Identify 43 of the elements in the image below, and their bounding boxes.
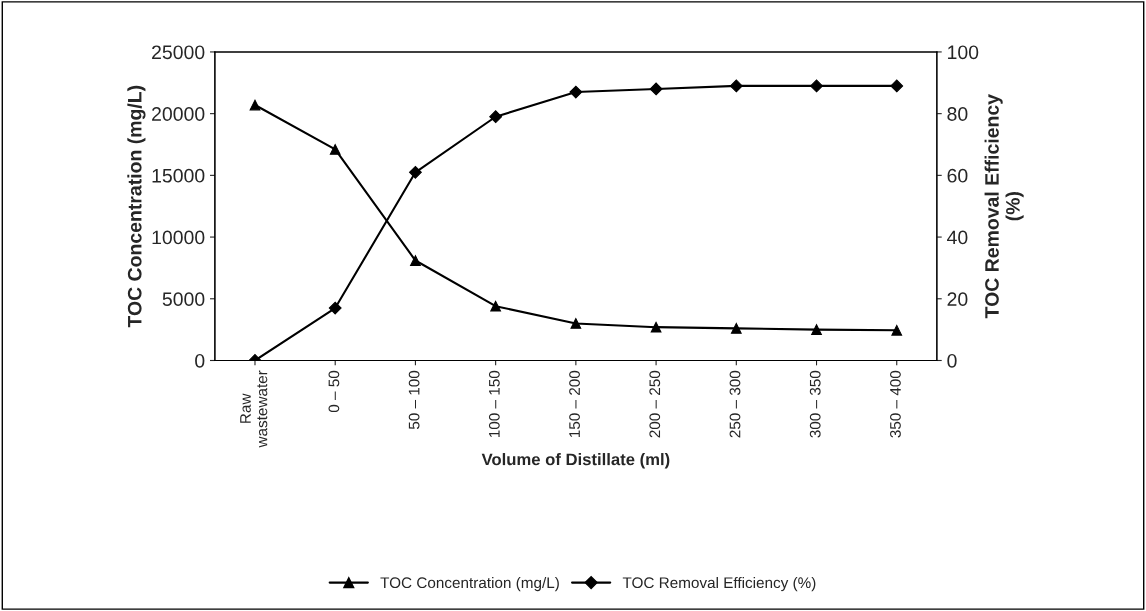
x-tick-label: 50 – 100	[408, 370, 420, 430]
legend-label: TOC Removal Efficiency (%)	[622, 576, 816, 592]
x-tick-label: Raw wastewater	[240, 370, 268, 448]
point	[890, 79, 904, 93]
y-tick-label: 0	[195, 353, 205, 368]
x-axis-title: Volume of Distillate (ml)	[481, 453, 670, 469]
point	[811, 324, 822, 336]
point	[810, 79, 823, 93]
point	[329, 144, 341, 155]
point	[489, 110, 503, 124]
point	[730, 323, 742, 334]
point	[650, 321, 662, 333]
point	[249, 99, 261, 111]
y2-axis-title: TOC Removal Efficiency (%)	[984, 94, 1024, 319]
y-tick-label: 5000	[162, 292, 205, 307]
x-tick-label: 0 – 50	[328, 370, 340, 413]
point	[569, 85, 583, 99]
x-tick-label: 350 – 400	[890, 370, 901, 438]
point	[729, 79, 743, 93]
point	[490, 300, 502, 312]
y2-tick-label: 0	[947, 353, 957, 368]
point	[891, 324, 903, 336]
point	[328, 301, 342, 315]
y2-tick-label: 100	[948, 45, 979, 60]
point	[410, 255, 421, 266]
x-tick-label: 150 – 200	[569, 370, 580, 438]
point	[409, 165, 422, 179]
x-tick-label: 200 – 250	[649, 370, 661, 438]
y2-tick-label: 60	[947, 168, 968, 183]
y-tick-label: 10000	[152, 230, 205, 245]
y2-tick-label: 40	[947, 230, 968, 245]
y-tick-label: 25000	[152, 45, 205, 60]
legend-label: TOC Concentration (mg/L)	[380, 576, 559, 592]
x-tick-label: 300 – 350	[809, 370, 821, 438]
y-axis-title: TOC Concentration (mg/L)	[127, 85, 146, 328]
y2-tick-label: 80	[947, 107, 968, 121]
point	[649, 82, 663, 96]
y-tick-label: 20000	[152, 107, 205, 121]
y2-tick-label: 20	[947, 292, 968, 307]
x-tick-label: 250 – 300	[729, 370, 741, 438]
point	[570, 318, 582, 329]
y-tick-label: 15000	[152, 168, 205, 183]
x-tick-label: 100 – 150	[488, 370, 500, 438]
